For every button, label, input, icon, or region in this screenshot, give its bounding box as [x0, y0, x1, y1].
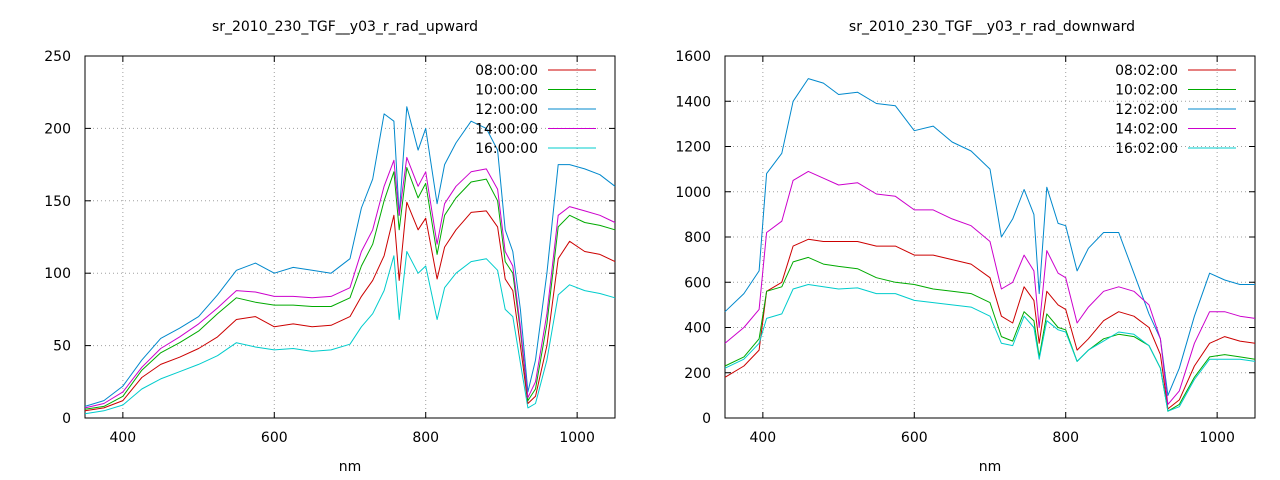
y-tick-label: 200 — [684, 366, 711, 382]
x-tick-label: 1000 — [559, 430, 595, 446]
legend-label: 10:00:00 — [475, 83, 538, 99]
legend-label: 08:00:00 — [475, 63, 538, 79]
series-line — [724, 238, 1256, 410]
chart-title: sr_2010_230_TGF__y03_r_rad_upward — [212, 19, 478, 35]
y-tick-label: 50 — [53, 339, 71, 355]
y-tick-label: 800 — [684, 230, 711, 246]
x-tick-label: 400 — [109, 430, 136, 446]
y-tick-label: 100 — [44, 266, 71, 282]
legend-label: 12:02:00 — [1115, 102, 1178, 118]
y-tick-label: 150 — [44, 194, 71, 210]
plot-frame — [84, 55, 616, 419]
series-line — [724, 256, 1256, 412]
x-axis-label: nm — [979, 459, 1002, 475]
y-tick-label: 1200 — [675, 140, 711, 156]
y-tick-label: 0 — [702, 411, 711, 427]
series-line — [84, 106, 616, 407]
x-tick-label: 800 — [1052, 430, 1079, 446]
series-line — [724, 78, 1255, 396]
series-line — [84, 156, 616, 409]
legend-label: 10:02:00 — [1115, 83, 1178, 99]
series-line — [724, 170, 1256, 405]
x-axis-label: nm — [339, 459, 362, 475]
legend-label: 14:00:00 — [475, 122, 538, 138]
y-tick-label: 1000 — [675, 185, 711, 201]
y-tick-label: 1600 — [675, 49, 711, 65]
chart-upward: 0 50 100 150 200 250 400 600 800 1000 sr_2010_230_… — [44, 19, 616, 475]
y-tick-label: 600 — [684, 275, 711, 291]
chart-downward: 0 200 400 600 800 1000 1200 1400 1600 400 600 800 10… — [675, 19, 1256, 475]
y-tick-label: 200 — [44, 121, 71, 137]
legend-label: 16:02:00 — [1115, 141, 1178, 157]
series-line — [84, 201, 616, 412]
series-line — [724, 284, 1256, 412]
chart-title: sr_2010_230_TGF__y03_r_rad_downward — [849, 19, 1135, 35]
series-line — [84, 167, 616, 410]
y-tick-label: 0 — [62, 411, 71, 427]
y-tick-label: 250 — [44, 49, 71, 65]
legend-label: 14:02:00 — [1115, 122, 1178, 138]
legend-label: 12:00:00 — [475, 102, 538, 118]
x-tick-label: 600 — [261, 430, 288, 446]
x-tick-label: 600 — [901, 430, 928, 446]
x-tick-label: 400 — [749, 430, 776, 446]
y-tick-label: 400 — [684, 321, 711, 337]
series-line — [84, 251, 616, 415]
x-tick-label: 800 — [412, 430, 439, 446]
legend-label: 16:00:00 — [475, 141, 538, 157]
y-tick-label: 1400 — [675, 94, 711, 110]
legend-label: 08:02:00 — [1115, 63, 1178, 79]
x-tick-label: 1000 — [1199, 430, 1235, 446]
